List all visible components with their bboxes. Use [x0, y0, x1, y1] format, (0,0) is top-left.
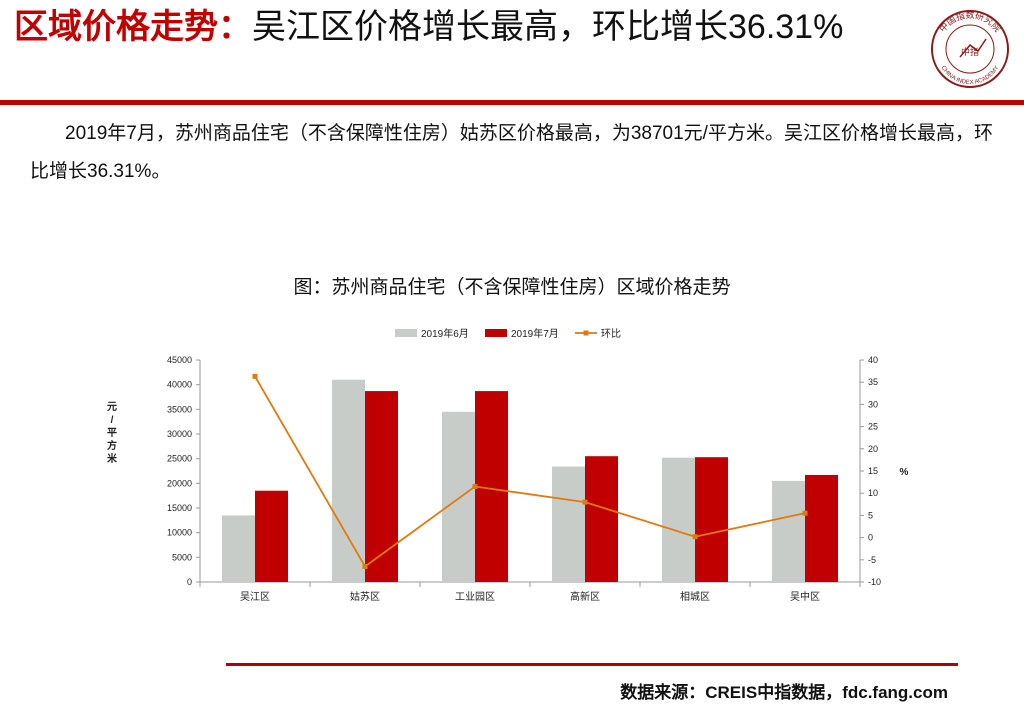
right-tick-label: 10 — [868, 488, 878, 498]
bar-june — [552, 466, 585, 582]
mom-change-point — [802, 510, 808, 516]
left-tick-label: 35000 — [167, 404, 192, 414]
logo-bottom-text: CHINA INDEX ACADEMY — [940, 65, 1001, 86]
y-axis-right-title: % — [900, 467, 909, 478]
logo-arc-text: 中国指数研究院 — [936, 9, 1003, 34]
x-tick-label: 姑苏区 — [350, 590, 380, 603]
left-tick-label: 5000 — [172, 552, 192, 562]
right-tick-label: 25 — [868, 422, 878, 432]
right-tick-label: 40 — [868, 355, 878, 365]
right-tick-label: 20 — [868, 444, 878, 454]
bar-june — [332, 379, 365, 582]
page-title-text: 吴江区价格增长最高，环比增长36.31% — [252, 8, 844, 46]
chart-svg: 0 5000 10000 15000 20000 25000 30000 35000 40000… — [107, 327, 909, 603]
mom-change-point — [692, 534, 698, 540]
right-tick-label: 0 — [868, 533, 873, 543]
left-tick-label: 0 — [187, 577, 192, 587]
legend-marker — [583, 330, 589, 336]
mom-change-point — [582, 499, 588, 505]
page-title-keyword: 区域价格走势： — [14, 8, 252, 46]
y-axis-title-char: 平 — [107, 427, 117, 439]
bar-july — [805, 474, 838, 582]
y-axis-title-char: 方 — [107, 439, 117, 452]
right-tick-label: 30 — [868, 399, 878, 409]
footer-divider — [226, 663, 958, 666]
legend-label: 环比 — [601, 328, 621, 340]
right-tick-label: -10 — [868, 577, 881, 587]
legend-swatch — [485, 329, 507, 337]
page-title: 区域价格走势：吴江区价格增长最高，环比增长36.31% — [14, 6, 914, 48]
bar-june — [442, 411, 475, 582]
bar-july — [365, 391, 398, 582]
y-axis-title-char: 元 — [107, 401, 117, 413]
bar-june — [662, 457, 695, 582]
left-tick-label: 25000 — [167, 454, 192, 464]
left-tick-label: 10000 — [167, 528, 192, 538]
header-divider — [0, 100, 1024, 105]
mom-change-point — [252, 373, 258, 379]
left-tick-label: 15000 — [167, 503, 192, 513]
y-axis-title-char: 米 — [107, 452, 118, 465]
legend-label: 2019年6月 — [421, 327, 469, 340]
data-source: 数据来源：CREIS中指数据，fdc.fang.com — [620, 683, 948, 702]
price-trend-chart: 0 5000 10000 15000 20000 25000 30000 35000 40000… — [90, 318, 940, 618]
legend-swatch — [395, 329, 417, 337]
bar-july — [255, 490, 288, 582]
y-axis-title-char: / — [111, 415, 114, 426]
x-tick-label: 高新区 — [570, 590, 600, 603]
x-tick-label: 吴中区 — [790, 590, 820, 603]
bar-july — [585, 456, 618, 582]
x-tick-label: 工业园区 — [455, 591, 495, 603]
chart-title: 图：苏州商品住宅（不含保障性住房）区域价格走势 — [293, 277, 731, 298]
mom-change-point — [472, 484, 478, 490]
summary-paragraph: 2019年7月，苏州商品住宅（不含保障性住房）姑苏区价格最高，为38701元/平… — [30, 123, 993, 182]
right-tick-label: 15 — [868, 466, 878, 476]
right-tick-label: 5 — [868, 510, 873, 520]
left-tick-label: 45000 — [167, 355, 192, 365]
legend-label: 2019年7月 — [511, 327, 559, 340]
mom-change-point — [362, 563, 368, 569]
x-tick-label: 吴江区 — [240, 591, 270, 603]
right-tick-label: 35 — [868, 377, 878, 387]
mom-change-line — [254, 375, 806, 568]
academy-logo: 中国指数研究院 CHINA INDEX ACADEMY 中指 — [920, 5, 1020, 95]
left-tick-label: 40000 — [167, 380, 192, 390]
left-tick-label: 20000 — [167, 478, 192, 488]
logo-center-text: 中指 — [961, 46, 979, 57]
bar-june — [222, 515, 255, 582]
right-tick-label: -5 — [868, 555, 876, 565]
x-tick-label: 相城区 — [680, 590, 710, 603]
bar-july — [695, 457, 728, 582]
left-tick-label: 30000 — [167, 429, 192, 439]
bar-june — [772, 480, 805, 582]
